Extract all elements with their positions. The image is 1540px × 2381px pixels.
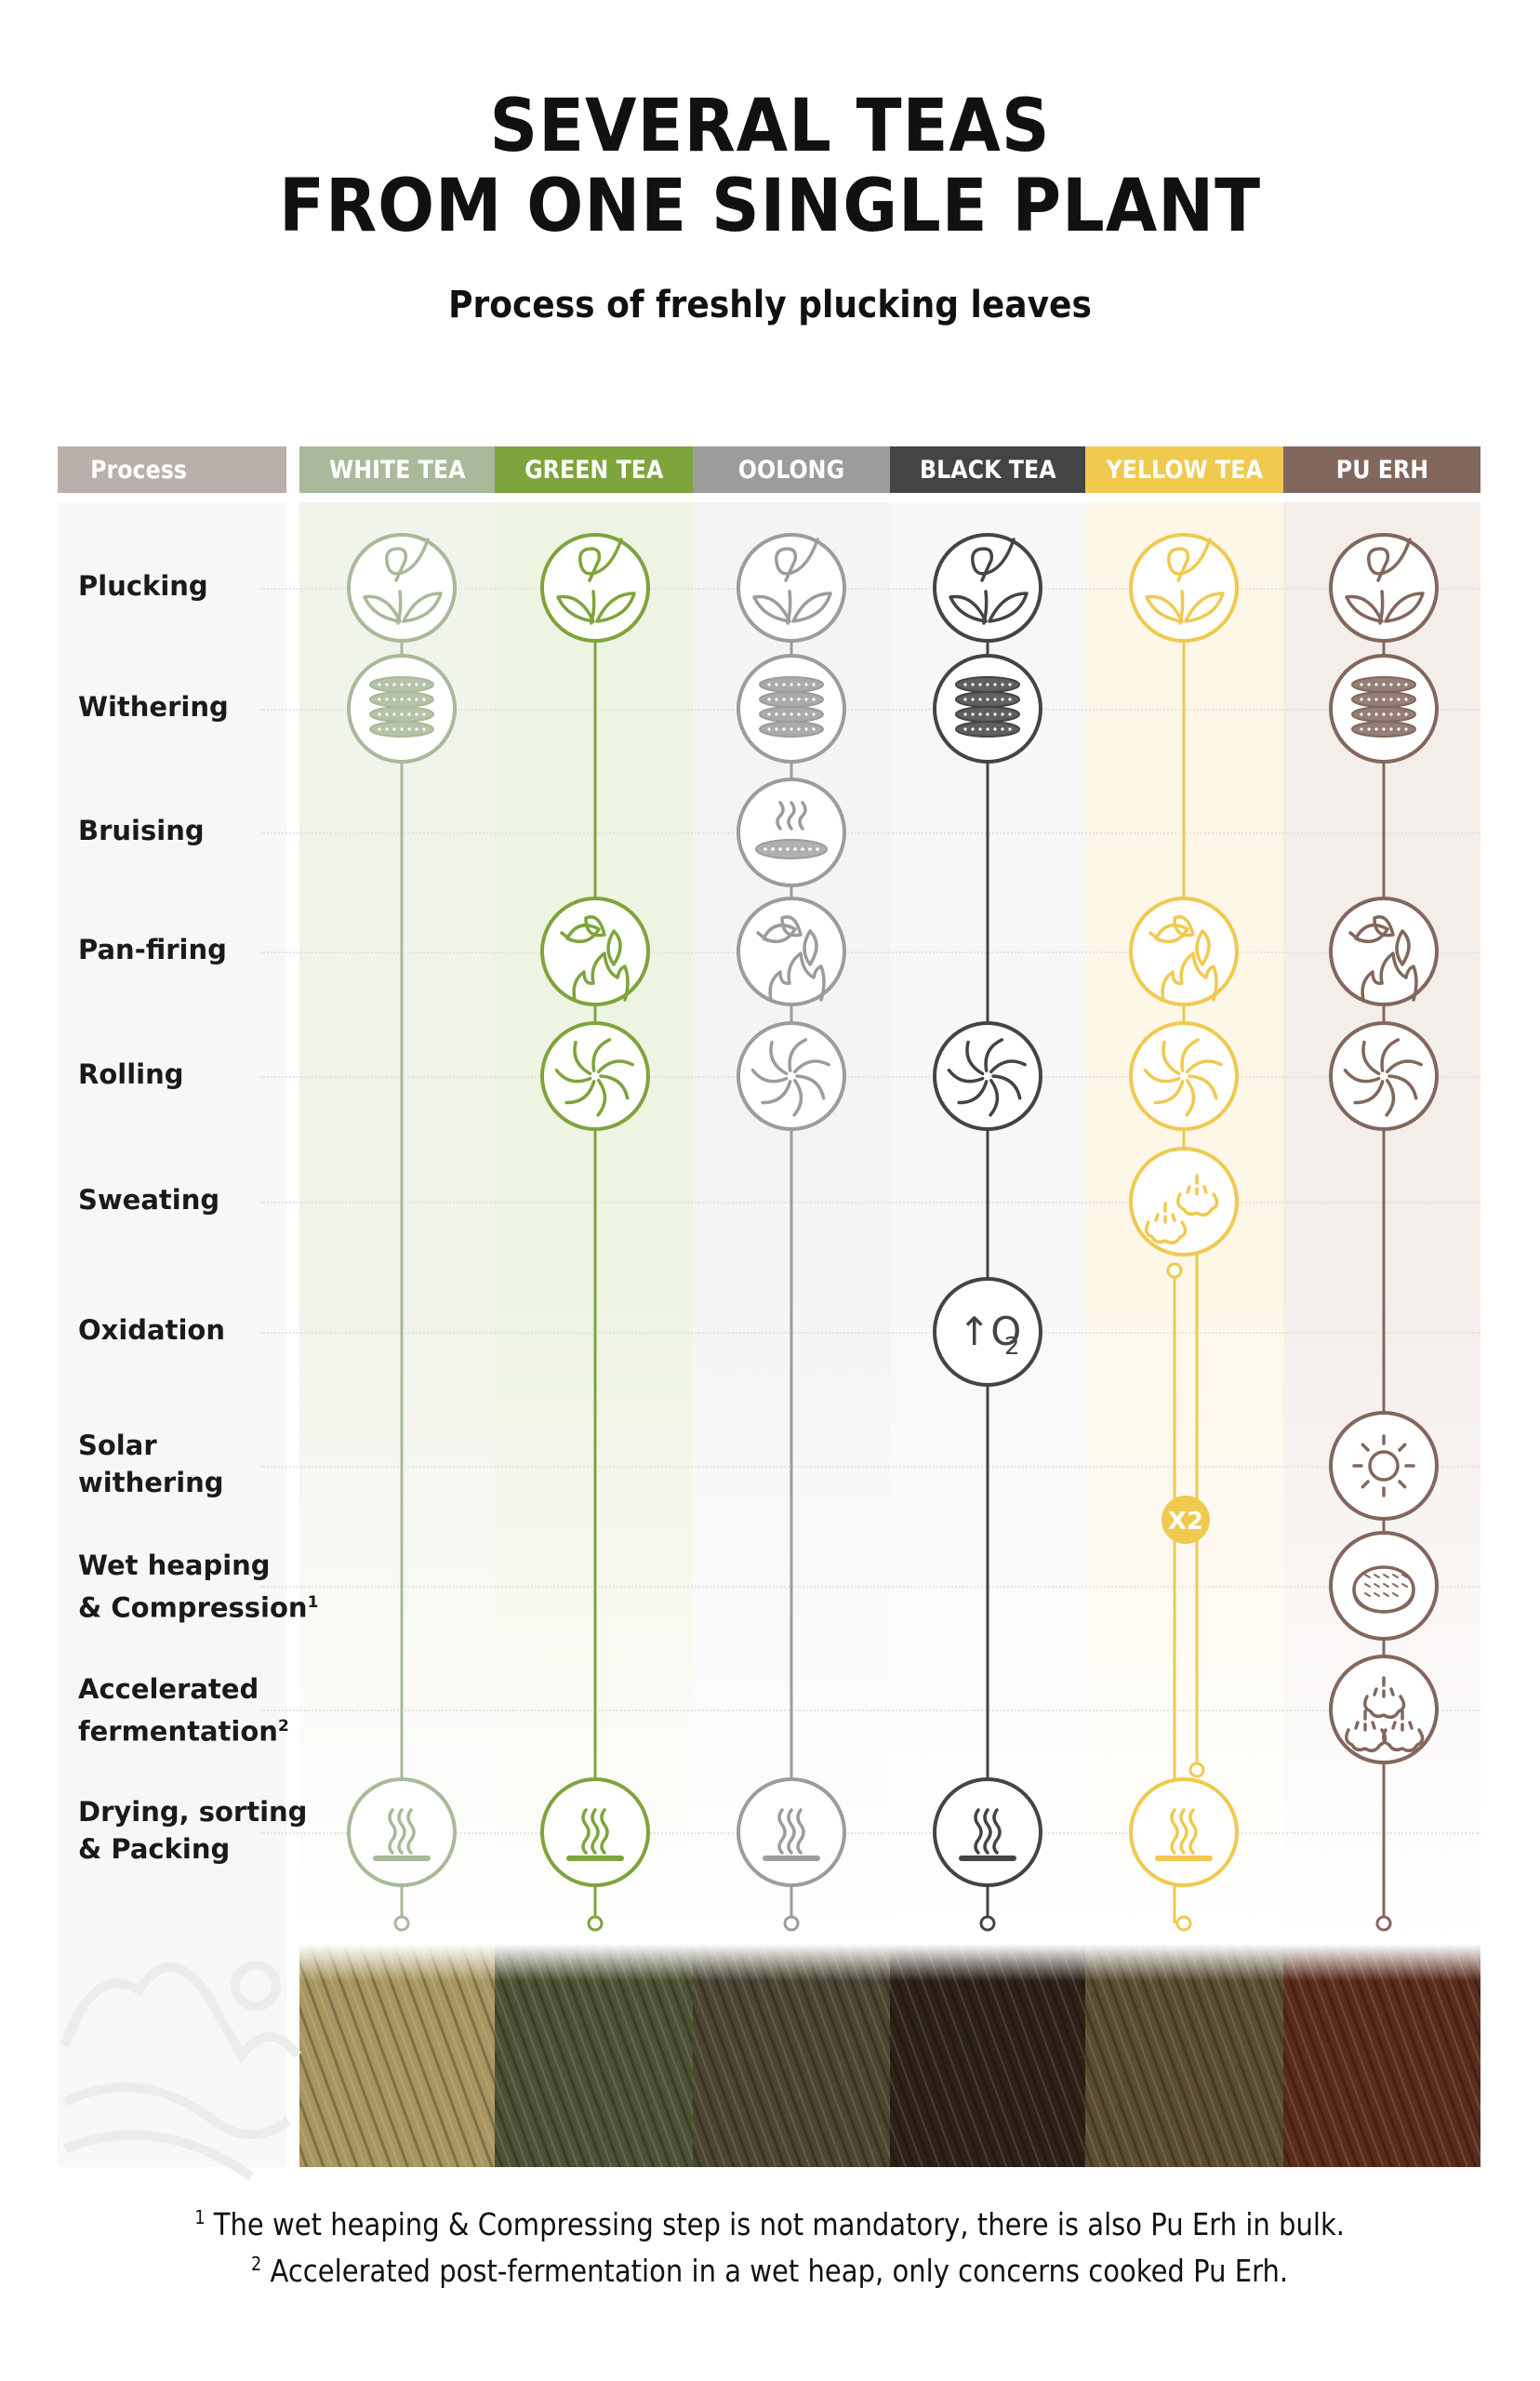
sweating-heaps-icon [1129,1147,1239,1257]
rolling-spiral-icon [737,1021,846,1131]
end-node-green [587,1915,604,1932]
column-header-label: Process [90,455,188,485]
pan-firing-leaves-flame-icon [1129,897,1239,1006]
rolling-spiral-icon [540,1021,650,1131]
row-guide-sweating [260,1202,1480,1204]
dried-leaves-photo-white [299,1944,495,2167]
dried-leaves-photo-green [495,1944,693,2167]
column-header-label: WHITE TEA [328,455,466,485]
page-title-line-2: FROM ONE SINGLE PLANT [279,165,1261,248]
row-label-panfiring: Pan-firing [78,934,227,965]
pan-firing-leaves-flame-icon [737,897,846,1006]
dried-leaves-photo-black [890,1944,1085,2167]
withering-trays-icon [737,654,846,764]
row-guide-solar [260,1466,1480,1468]
plucking-hand-icon [737,533,846,643]
row-label-solar: Solar withering [78,1430,224,1498]
row-label-accelerated: Accelerated fermentation2 [78,1673,289,1748]
column-header-label: BLACK TEA [919,455,1056,485]
svg-text:↑O: ↑O [958,1309,1021,1354]
row-guide-panfiring [260,951,1480,953]
column-header-white: WHITE TEA [299,446,495,493]
plucking-hand-icon [347,533,457,643]
page-subtitle: Process of freshly plucking leaves [448,284,1092,326]
pan-firing-leaves-flame-icon [1329,897,1439,1006]
process-labels-panel [58,502,286,2167]
dried-leaves-photo-puerh [1283,1944,1480,2167]
plucking-hand-icon [1129,533,1239,643]
rolling-spiral-icon [933,1021,1042,1131]
end-node-black [979,1915,996,1932]
withering-trays-icon [933,654,1042,764]
column-header-oolong: OOLONG [693,446,890,493]
end-node-puerh [1375,1915,1392,1932]
drying-heat-icon [933,1777,1042,1887]
row-guide-plucking [260,588,1480,590]
svg-text:X2: X2 [1168,1508,1203,1536]
bruising-tray-steam-icon [737,778,846,887]
column-header-label: PU ERH [1335,455,1428,485]
compressed-cake-icon [1329,1531,1439,1641]
column-header-green: GREEN TEA [495,446,693,493]
withering-trays-icon [347,654,457,764]
column-header-label: GREEN TEA [524,455,664,485]
page-title-line-1: SEVERAL TEAS [489,85,1051,168]
svg-text:2: 2 [1004,1333,1020,1361]
end-node-white [393,1915,410,1932]
oxidation-o2-icon: ↑O2 [933,1277,1042,1387]
repeat-twice-badge: X2 [1162,1496,1210,1544]
plucking-hand-icon [933,533,1042,643]
column-header-label: OOLONG [737,455,845,485]
footnote-2-text: Accelerated post-fermentation in a wet h… [270,2253,1289,2289]
row-label-wetheaping: Wet heaping & Compression1 [78,1550,319,1624]
column-header-puerh: PU ERH [1283,446,1480,493]
column-header-black: BLACK TEA [890,446,1085,493]
fermentation-heaps-icon [1329,1655,1439,1764]
plucking-hand-icon [540,533,650,643]
rolling-spiral-icon [1329,1021,1439,1131]
end-node-oolong [783,1915,800,1932]
row-label-bruising: Bruising [78,815,205,846]
row-label-withering: Withering [78,691,229,723]
dried-leaves-photo-oolong [693,1944,890,2167]
drying-heat-icon [347,1777,457,1887]
mountain-sun-decoration-icon [60,1961,301,2181]
column-header-process: Process [58,446,286,493]
footnote-1: 1 The wet heaping & Compressing step is … [0,2206,1540,2242]
drying-heat-icon [540,1777,650,1887]
row-label-plucking: Plucking [78,570,208,602]
row-guide-bruising [260,832,1480,834]
dried-leaves-photo-yellow [1085,1944,1283,2167]
footnote-2-mark: 2 [251,2253,262,2275]
row-label-sweating: Sweating [78,1184,220,1216]
withering-trays-icon [1329,654,1439,764]
drying-heat-icon [1129,1777,1239,1887]
end-node-yellow [1175,1915,1192,1932]
row-guide-wetheaping [260,1586,1480,1588]
row-label-oxidation: Oxidation [78,1314,225,1346]
pan-firing-leaves-flame-icon [540,897,650,1006]
rolling-spiral-icon [1129,1021,1239,1131]
row-label-rolling: Rolling [78,1058,184,1090]
row-guide-rolling [260,1076,1480,1078]
row-guide-drying [260,1832,1480,1834]
footnote-1-mark: 1 [194,2206,206,2228]
drying-heat-icon [737,1777,846,1887]
footnote-2: 2 Accelerated post-fermentation in a wet… [0,2253,1540,2289]
row-guide-withering [260,709,1480,711]
column-header-yellow: YELLOW TEA [1085,446,1283,493]
row-guide-accelerated [260,1709,1480,1711]
sun-icon [1329,1411,1439,1521]
column-header-label: YELLOW TEA [1106,455,1263,485]
row-guide-oxidation [260,1332,1480,1334]
plucking-hand-icon [1329,533,1439,643]
footnote-1-text: The wet heaping & Compressing step is no… [214,2206,1346,2242]
row-label-drying: Drying, sorting & Packing [78,1796,308,1865]
